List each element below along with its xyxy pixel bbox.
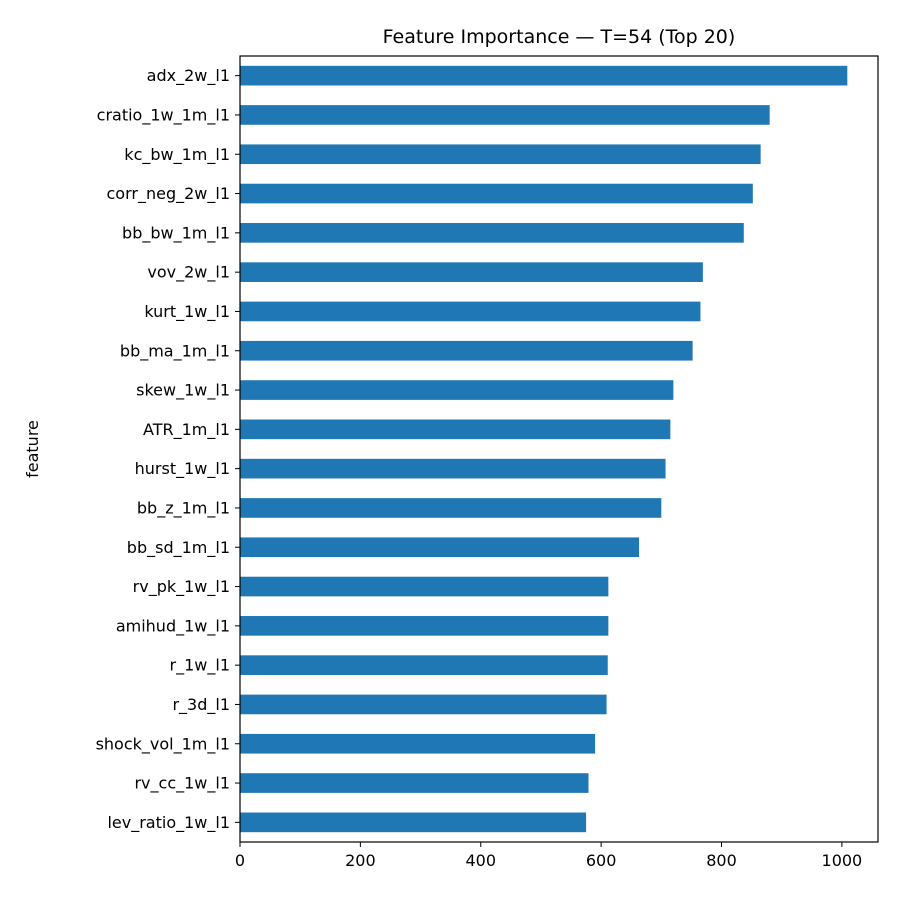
category-label: cratio_1w_1m_l1: [97, 105, 230, 125]
category-label: bb_ma_1m_l1: [120, 341, 230, 361]
bar-shock_vol_1m_l1: [240, 733, 596, 754]
bar-rv_pk_1w_l1: [240, 576, 609, 597]
category-label: skew_1w_l1: [136, 381, 230, 401]
x-tick-label: 800: [706, 851, 737, 870]
bar-skew_1w_l1: [240, 380, 674, 400]
x-axis-ticks-group: 0 200 400 600 800 1000: [235, 842, 862, 870]
bar-amihud_1w_l1: [240, 616, 609, 636]
bar-r_1w_l1: [240, 655, 608, 675]
category-label: kc_bw_1m_l1: [124, 145, 230, 165]
bars-group: [240, 65, 848, 833]
bar-bb_ma_1m_l1: [240, 340, 693, 361]
category-label: bb_z_1m_l1: [137, 498, 230, 518]
x-tick-label: 400: [465, 851, 496, 870]
category-label: r_3d_l1: [172, 695, 230, 715]
category-label: hurst_1w_l1: [135, 459, 230, 479]
bar-vov_2w_l1: [240, 262, 703, 282]
category-label: rv_pk_1w_l1: [133, 577, 230, 597]
category-label: kurt_1w_l1: [144, 302, 230, 322]
category-label: corr_neg_2w_l1: [107, 184, 231, 204]
bar-kurt_1w_l1: [240, 301, 701, 322]
category-label: vov_2w_l1: [147, 263, 230, 283]
category-labels-group: adx_2w_l1 cratio_1w_1m_l1 kc_bw_1m_l1 corr_…: [96, 66, 240, 833]
bar-bb_z_1m_l1: [240, 498, 662, 518]
category-label: ATR_1m_l1: [143, 420, 230, 440]
x-tick-label: 1000: [822, 851, 863, 870]
bar-kc_bw_1m_l1: [240, 144, 761, 165]
chart-title: Feature Importance — T=54 (Top 20): [383, 26, 736, 48]
category-label: bb_sd_1m_l1: [127, 538, 230, 558]
category-label: r_1w_l1: [170, 656, 230, 676]
category-label: lev_ratio_1w_l1: [107, 813, 230, 833]
category-label: adx_2w_l1: [147, 66, 230, 86]
bar-bb_sd_1m_l1: [240, 537, 640, 558]
category-label: rv_cc_1w_l1: [134, 774, 230, 794]
y-axis-title: feature: [23, 420, 42, 478]
bar-ATR_1m_l1: [240, 419, 671, 440]
category-label: bb_bw_1m_l1: [122, 223, 230, 243]
category-label: amihud_1w_l1: [116, 616, 230, 636]
bar-r_3d_l1: [240, 694, 607, 715]
bar-corr_neg_2w_l1: [240, 183, 753, 204]
x-tick-label: 0: [235, 851, 245, 870]
bar-rv_cc_1w_l1: [240, 773, 589, 793]
bar-bb_bw_1m_l1: [240, 223, 744, 243]
x-tick-label: 200: [345, 851, 376, 870]
bar-cratio_1w_1m_l1: [240, 105, 770, 125]
x-tick-label: 600: [586, 851, 617, 870]
bar-lev_ratio_1w_l1: [240, 812, 587, 833]
plot-frame: [239, 55, 879, 843]
bar-adx_2w_l1: [240, 65, 848, 86]
bar-hurst_1w_l1: [240, 458, 666, 479]
category-label: shock_vol_1m_l1: [96, 734, 230, 754]
